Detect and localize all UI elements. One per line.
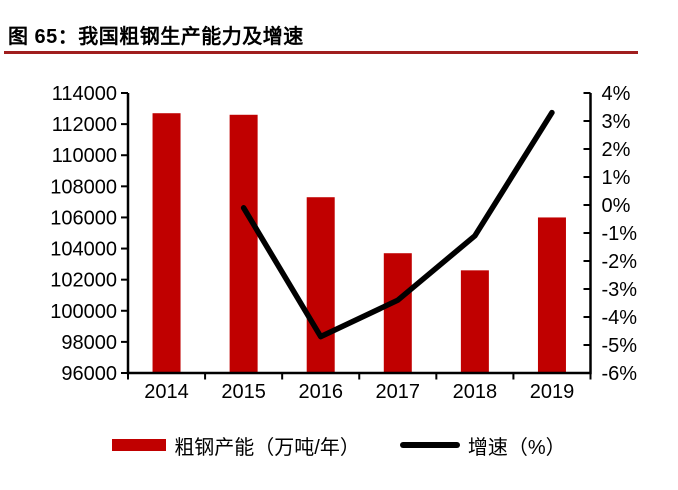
left-axis-tick-label: 114000: [52, 83, 117, 105]
left-axis-tick-label: 98000: [61, 332, 117, 354]
right-axis-tick-label: -4%: [602, 307, 638, 329]
right-axis-tick-label: -2%: [602, 251, 638, 273]
legend-item-growth: 增速（%）: [399, 431, 566, 460]
left-axis-tick-label: 112000: [52, 114, 117, 136]
right-axis-tick-label: -5%: [602, 335, 638, 357]
bar-2016: [306, 197, 335, 373]
x-axis-category-label: 2015: [221, 381, 266, 403]
bar-2014: [152, 113, 181, 373]
legend-label-capacity: 粗钢产能（万吨/年）: [174, 436, 360, 459]
bar-2019: [537, 217, 566, 373]
x-axis-category-label: 2019: [530, 381, 575, 403]
bar-2015: [229, 114, 258, 374]
left-axis-tick-label: 106000: [50, 207, 117, 229]
legend-line-swatch: [399, 442, 460, 448]
right-axis-tick-label: 2%: [602, 139, 631, 161]
left-axis-tick-label: 104000: [50, 239, 117, 261]
right-axis-tick-label: 0%: [602, 195, 631, 217]
left-axis-tick-label: 110000: [52, 145, 117, 167]
left-axis-tick-label: 102000: [50, 270, 117, 292]
left-axis-tick-label: 96000: [61, 363, 117, 385]
right-axis-tick-label: -6%: [602, 363, 638, 385]
right-axis-tick-label: -1%: [602, 223, 638, 245]
left-axis-tick-label: 108000: [50, 176, 117, 198]
right-axis-tick-label: 3%: [602, 111, 631, 133]
bar-2017: [383, 253, 412, 373]
x-axis-category-label: 2014: [144, 381, 189, 403]
legend-label-growth: 增速（%）: [467, 436, 566, 459]
axis-frame: [126, 93, 592, 375]
right-axis-tick-label: 4%: [602, 83, 631, 105]
legend-bar-swatch: [112, 439, 167, 451]
chart-legend: 粗钢产能（万吨/年） 增速（%）: [0, 431, 678, 459]
x-axis-category-label: 2016: [298, 381, 343, 403]
bar-2018: [460, 270, 489, 373]
x-axis-category-label: 2017: [376, 381, 421, 403]
right-axis-tick-label: -3%: [602, 279, 638, 301]
title-underline-rule: [4, 51, 638, 54]
right-axis-tick-label: 1%: [602, 167, 631, 189]
left-axis-tick-label: 100000: [50, 301, 117, 323]
growth-line: [240, 109, 555, 340]
figure-title: 图 65：我国粗钢生产能力及增速: [8, 26, 304, 48]
x-axis-category-label: 2018: [453, 381, 498, 403]
legend-item-capacity: 粗钢产能（万吨/年）: [112, 431, 360, 460]
